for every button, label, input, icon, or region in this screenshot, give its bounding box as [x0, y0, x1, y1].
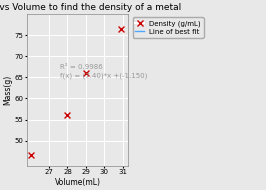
Y-axis label: Mass(g): Mass(g): [3, 75, 12, 105]
Density (g/mL): [65, 113, 70, 116]
X-axis label: Volume(mL): Volume(mL): [55, 178, 101, 187]
Title: Mass vs Volume to find the density of a metal: Mass vs Volume to find the density of a …: [0, 3, 181, 12]
Density (g/mL): [84, 72, 88, 75]
Text: R² = 0.9986
f(x) = (7.40)*x +(-1.150): R² = 0.9986 f(x) = (7.40)*x +(-1.150): [60, 64, 147, 79]
Density (g/mL): [28, 153, 33, 156]
Legend: Density (g/mL), Line of best fit: Density (g/mL), Line of best fit: [132, 17, 204, 38]
Density (g/mL): [119, 27, 123, 30]
